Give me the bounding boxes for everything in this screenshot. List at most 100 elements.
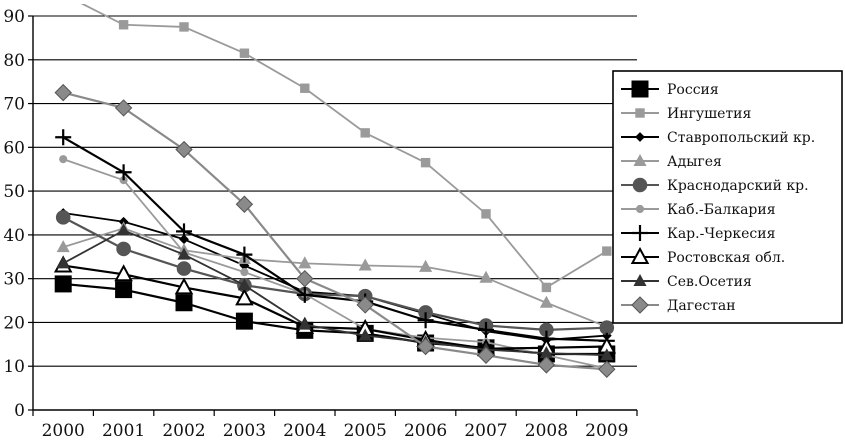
legend-label: Ставропольский кр.	[667, 130, 815, 146]
legend-swatch-marker	[631, 296, 649, 314]
data-point	[114, 264, 133, 282]
data-point	[478, 321, 494, 338]
grid-lines	[33, 15, 637, 367]
data-point	[175, 140, 193, 159]
y-tick-label: 30	[3, 270, 25, 290]
x-tick-label: 2009	[585, 421, 628, 440]
data-point	[54, 275, 72, 293]
series-9	[56, 223, 614, 361]
y-tick-label: 60	[3, 138, 25, 158]
series-3	[58, 208, 612, 345]
data-point	[296, 269, 314, 288]
data-point	[179, 22, 189, 32]
data-point	[477, 346, 495, 364]
data-point	[239, 48, 250, 58]
legend-swatch-marker	[632, 225, 648, 241]
data-point	[115, 164, 132, 181]
legend-label: Каб.-Балкария	[667, 202, 776, 218]
data-point	[236, 246, 253, 263]
legend-item: Каб.-Балкария	[621, 202, 776, 218]
x-tick-label: 2002	[162, 421, 205, 440]
legend-swatch-marker	[635, 132, 645, 142]
legend-swatch-marker	[635, 108, 645, 118]
x-tick-label: 2000	[42, 421, 85, 440]
data-point	[300, 83, 310, 93]
series-line	[62, 227, 608, 328]
x-tick-label: 2004	[283, 421, 326, 440]
data-point	[298, 256, 312, 269]
data-point	[358, 328, 372, 341]
legend-item: Кар.-Черкесия	[621, 225, 776, 242]
data-point	[115, 281, 133, 299]
series-4	[56, 221, 614, 332]
data-point	[114, 99, 133, 117]
data-point	[55, 129, 72, 146]
y-tick-label: 90	[3, 7, 25, 27]
series-line	[62, 216, 607, 331]
data-point	[54, 83, 72, 102]
legend-item: Сев.Осетия	[621, 273, 752, 290]
data-point	[174, 277, 194, 295]
y-tick-label: 20	[3, 313, 25, 333]
series-group	[53, 4, 617, 378]
axes: 0 10 20 30 40 50 60 70 80 90 2000 2001 2002 2003 2004 2…	[3, 7, 638, 440]
series-8	[53, 255, 617, 356]
legend-swatch-marker	[633, 273, 647, 286]
data-point	[602, 246, 612, 256]
legend-item: Ростовская обл.	[621, 246, 785, 266]
data-point	[356, 296, 374, 314]
series-line	[80, 4, 608, 289]
legend-label: Адыгея	[667, 154, 722, 170]
data-point	[118, 20, 129, 30]
y-tick-label: 80	[3, 51, 25, 71]
data-point	[481, 209, 491, 219]
legend: Россия Ингушетия Ставропольский кр. Адыгея К…	[612, 70, 843, 324]
x-tick-label: 2007	[464, 421, 507, 440]
legend-label: Россия	[667, 82, 719, 98]
legend-label: Краснодарский кр.	[667, 178, 809, 194]
data-point	[600, 348, 614, 361]
data-point	[175, 294, 193, 312]
y-tick-label: 70	[3, 95, 25, 115]
data-point	[177, 247, 191, 260]
legend-swatch-marker	[631, 80, 649, 98]
data-point	[416, 337, 435, 356]
legend-item: Адыгея	[621, 153, 722, 170]
data-point	[116, 241, 131, 257]
data-point	[55, 210, 71, 225]
data-point	[417, 312, 434, 329]
data-point	[235, 195, 254, 213]
data-point	[176, 261, 192, 276]
data-point	[358, 258, 372, 271]
legend-item: Ставропольский кр.	[621, 130, 815, 146]
data-point	[237, 278, 251, 291]
data-point	[537, 356, 556, 374]
legend-item: Дагестан	[621, 296, 736, 314]
data-point	[235, 288, 254, 306]
legend-item: Россия	[621, 80, 719, 98]
data-point	[298, 317, 312, 330]
legend-label: Ростовская обл.	[667, 250, 785, 266]
x-tick-label: 2005	[344, 421, 387, 440]
legend-label: Сев.Осетия	[667, 274, 752, 290]
x-tick-label: 2003	[223, 421, 266, 440]
data-point	[235, 312, 253, 330]
data-point	[598, 360, 616, 378]
legend-label: Дагестан	[667, 298, 736, 314]
data-point	[56, 256, 70, 269]
y-tick-label: 40	[3, 226, 25, 246]
legend-swatch-marker	[630, 246, 650, 264]
legend-swatch-marker	[633, 153, 647, 166]
series-line	[62, 91, 607, 371]
series-line	[62, 136, 607, 342]
legend-item: Ингушетия	[621, 106, 751, 122]
x-tick-label: 2001	[102, 421, 145, 440]
data-point	[599, 320, 615, 335]
series-7	[55, 129, 615, 349]
legend-item: Краснодарский кр.	[621, 177, 809, 194]
series-line	[63, 264, 607, 350]
data-point	[541, 282, 552, 293]
y-tick-label: 50	[3, 182, 25, 202]
data-point	[420, 157, 431, 168]
